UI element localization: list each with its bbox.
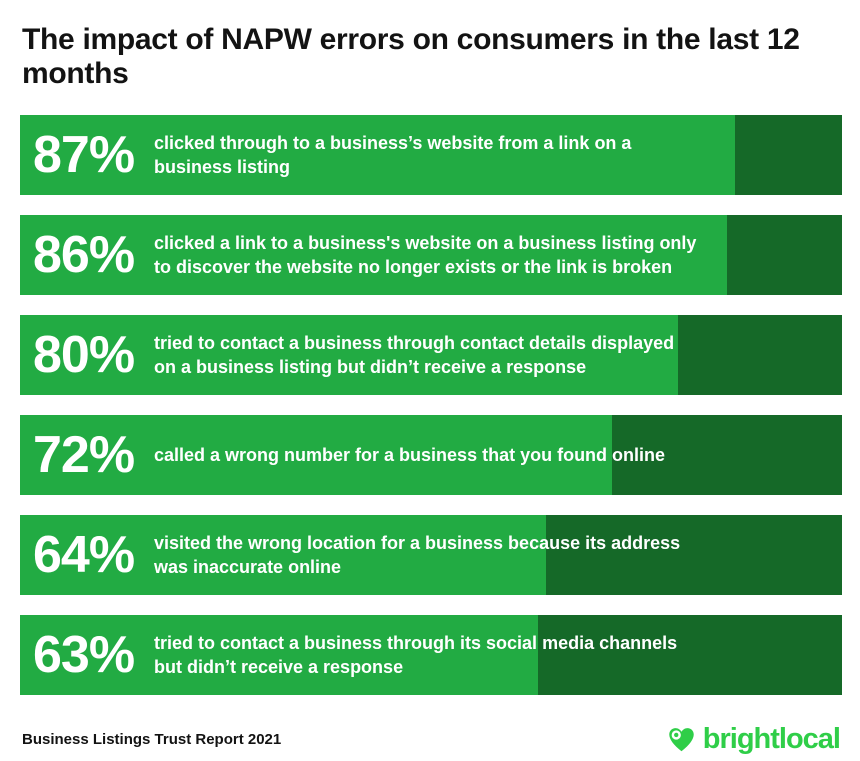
bar-fill bbox=[20, 315, 678, 395]
bar-description: clicked a link to a business's website o… bbox=[154, 233, 697, 277]
bar-description: clicked through to a business’s website … bbox=[154, 133, 632, 177]
bar-percent-label: 80% bbox=[33, 326, 135, 384]
bar-description: called a wrong number for a business tha… bbox=[154, 445, 666, 465]
bar-percent-label: 64% bbox=[33, 526, 135, 584]
bar-row: 63% tried to contact a business through … bbox=[20, 615, 842, 695]
bar-row: 86% clicked a link to a business's websi… bbox=[20, 215, 842, 295]
page-title: The impact of NAPW errors on consumers i… bbox=[22, 23, 800, 90]
bar-row: 72% called a wrong number for a business… bbox=[20, 415, 842, 495]
bar-percent-label: 72% bbox=[33, 426, 135, 484]
bar-fill bbox=[20, 515, 547, 595]
bar-fill bbox=[20, 215, 727, 295]
bar-content: 64% visited the wrong location for a bus… bbox=[20, 515, 842, 595]
bar-row: 87% clicked through to a business’s webs… bbox=[20, 115, 842, 195]
bar-content: 87% clicked through to a business’s webs… bbox=[20, 115, 842, 195]
bar-description: tried to contact a business through its … bbox=[154, 633, 678, 677]
report-source-label: Business Listings Trust Report 2021 bbox=[22, 731, 282, 748]
bar-percent-label: 86% bbox=[33, 226, 135, 284]
bar-chart: 87% clicked through to a business’s webs… bbox=[0, 115, 860, 695]
bar-content: 63% tried to contact a business through … bbox=[20, 615, 842, 695]
bar-content: 80% tried to contact a business through … bbox=[20, 315, 842, 395]
bar-description: visited the wrong location for a busines… bbox=[154, 533, 681, 577]
brightlocal-logo: brightlocal bbox=[667, 723, 841, 756]
bar-percent-label: 63% bbox=[33, 626, 135, 684]
brightlocal-heart-pin-icon bbox=[667, 725, 696, 754]
bar-fill bbox=[20, 415, 612, 495]
bar-percent-label: 87% bbox=[33, 126, 135, 184]
bar-row: 64% visited the wrong location for a bus… bbox=[20, 515, 842, 595]
bar-content: 86% clicked a link to a business's websi… bbox=[20, 215, 842, 295]
bar-description: tried to contact a business through cont… bbox=[154, 333, 675, 377]
footer: Business Listings Trust Report 2021 brig… bbox=[22, 723, 841, 756]
bar-content: 72% called a wrong number for a business… bbox=[20, 415, 842, 495]
bar-fill bbox=[20, 615, 538, 695]
bar-fill bbox=[20, 115, 736, 195]
bar-row: 80% tried to contact a business through … bbox=[20, 315, 842, 395]
brightlocal-wordmark: brightlocal bbox=[702, 723, 841, 755]
